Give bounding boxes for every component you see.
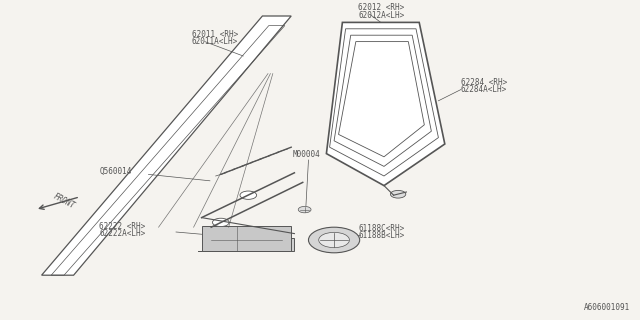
Circle shape — [390, 190, 406, 198]
Text: 62222 <RH>: 62222 <RH> — [99, 222, 145, 231]
Text: 62011A<LH>: 62011A<LH> — [192, 37, 238, 46]
Text: M00004: M00004 — [293, 150, 321, 159]
Circle shape — [319, 232, 349, 248]
Text: Q560014: Q560014 — [99, 167, 132, 176]
Text: A606001091: A606001091 — [584, 303, 630, 312]
Text: 61188B<LH>: 61188B<LH> — [358, 231, 404, 240]
Circle shape — [212, 218, 229, 227]
Text: 62222A<LH>: 62222A<LH> — [99, 229, 145, 238]
Text: 61188C<RH>: 61188C<RH> — [358, 224, 404, 233]
Text: 62284A<LH>: 62284A<LH> — [461, 85, 507, 94]
Polygon shape — [326, 22, 445, 186]
Circle shape — [240, 191, 257, 199]
Text: 62011 <RH>: 62011 <RH> — [192, 30, 238, 39]
Polygon shape — [202, 226, 291, 251]
Circle shape — [308, 227, 360, 253]
Polygon shape — [42, 16, 291, 275]
Text: 62284 <RH>: 62284 <RH> — [461, 78, 507, 87]
Text: 62012 <RH>: 62012 <RH> — [358, 3, 404, 12]
Polygon shape — [198, 238, 294, 251]
Circle shape — [298, 206, 311, 213]
Text: 62012A<LH>: 62012A<LH> — [358, 11, 404, 20]
Text: FRONT: FRONT — [52, 192, 76, 211]
